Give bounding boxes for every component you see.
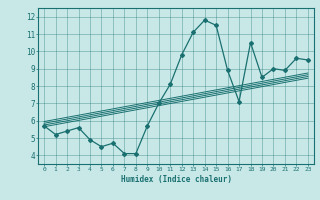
X-axis label: Humidex (Indice chaleur): Humidex (Indice chaleur): [121, 175, 231, 184]
